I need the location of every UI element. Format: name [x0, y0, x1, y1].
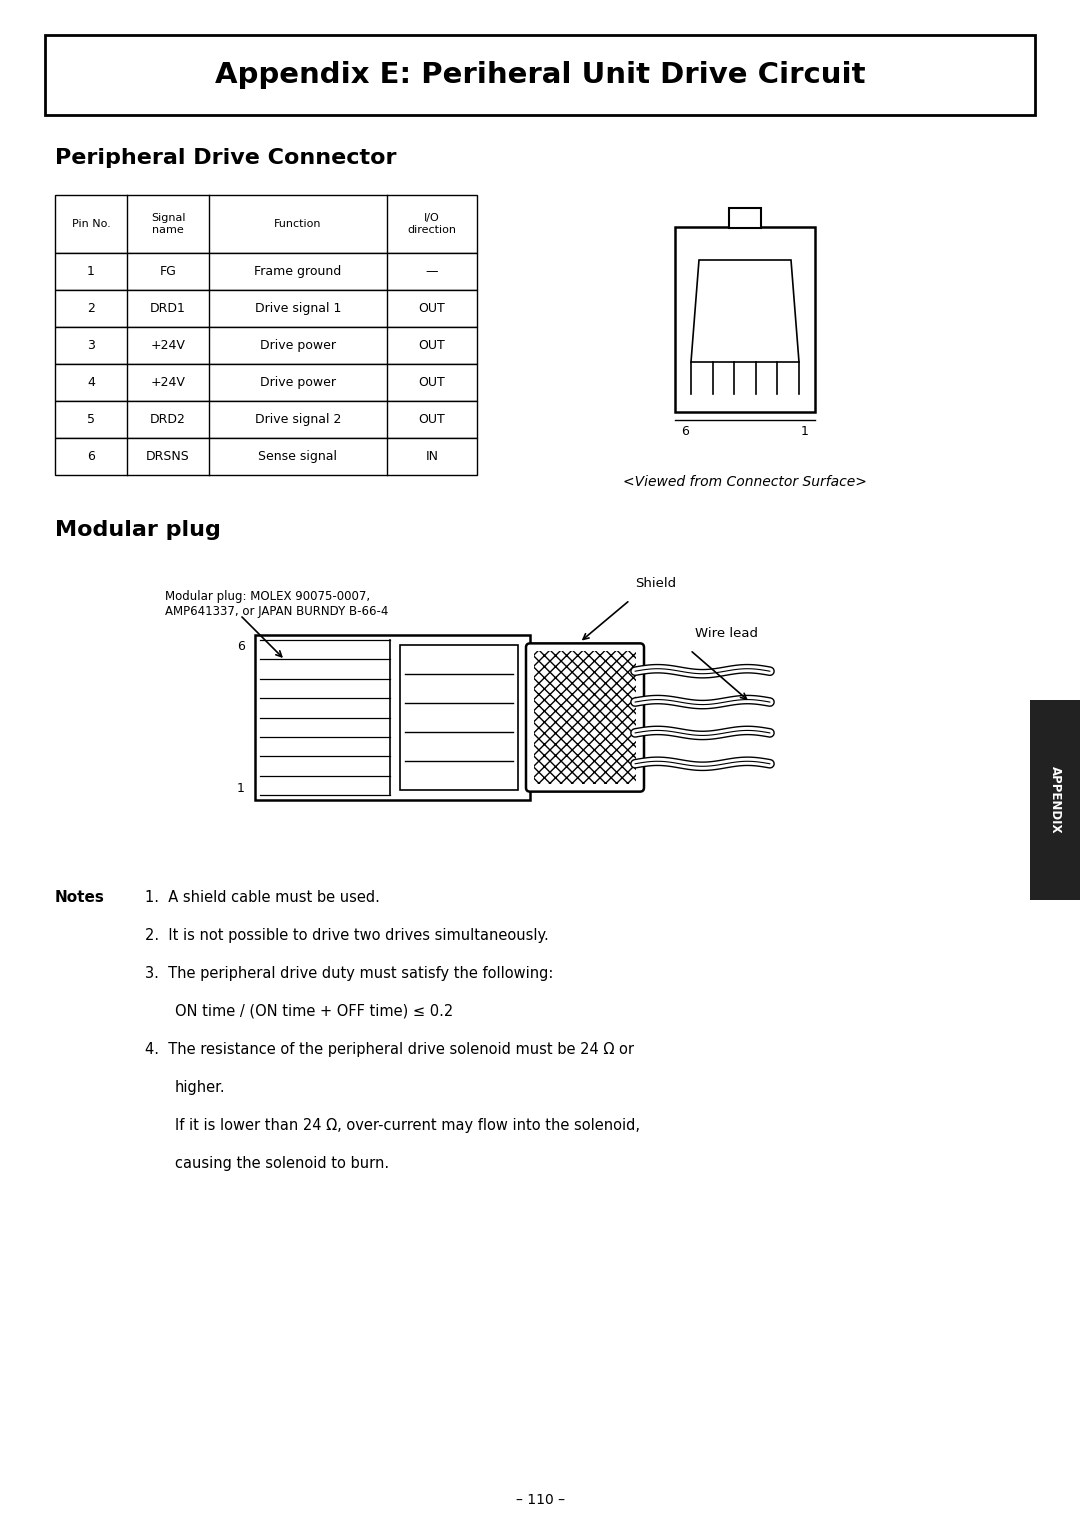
Text: I/O
direction: I/O direction [407, 213, 457, 235]
Text: <Viewed from Connector Surface>: <Viewed from Connector Surface> [623, 476, 867, 489]
Text: Notes: Notes [55, 890, 105, 905]
Text: OUT: OUT [419, 303, 445, 315]
Text: Shield: Shield [635, 576, 676, 590]
FancyBboxPatch shape [526, 644, 644, 792]
Text: 5: 5 [87, 413, 95, 427]
Text: Drive power: Drive power [260, 339, 336, 352]
Text: DRD1: DRD1 [150, 303, 186, 315]
Bar [55, 401, 477, 437]
Text: Signal
name: Signal name [151, 213, 186, 235]
Bar [55, 291, 477, 327]
Text: Sense signal: Sense signal [258, 450, 337, 463]
Text: Pin No.: Pin No. [71, 219, 110, 229]
Text: —: — [426, 265, 438, 278]
Text: DRD2: DRD2 [150, 413, 186, 427]
Text: OUT: OUT [419, 339, 445, 352]
Text: Drive signal 2: Drive signal 2 [255, 413, 341, 427]
Text: 6: 6 [238, 641, 245, 653]
Bar [1030, 700, 1080, 901]
Text: IN: IN [426, 450, 438, 463]
Text: FG: FG [160, 265, 176, 278]
Text: 2.  It is not possible to drive two drives simultaneously.: 2. It is not possible to drive two drive… [145, 928, 549, 943]
Text: OUT: OUT [419, 376, 445, 388]
Text: Modular plug: MOLEX 90075-0007,
AMP641337, or JAPAN BURNDY B-66-4: Modular plug: MOLEX 90075-0007, AMP64133… [165, 590, 389, 618]
Text: +24V: +24V [150, 339, 186, 352]
Text: 4.  The resistance of the peripheral drive solenoid must be 24 Ω or: 4. The resistance of the peripheral driv… [145, 1041, 634, 1057]
Text: Function: Function [274, 219, 322, 229]
Text: Peripheral Drive Connector: Peripheral Drive Connector [55, 148, 396, 168]
Text: DRSNS: DRSNS [146, 450, 190, 463]
Bar [55, 252, 477, 291]
Text: causing the solenoid to burn.: causing the solenoid to burn. [175, 1156, 389, 1171]
Bar [675, 226, 815, 411]
Bar [45, 35, 1035, 115]
Text: 1.  A shield cable must be used.: 1. A shield cable must be used. [145, 890, 380, 905]
Text: 3.  The peripheral drive duty must satisfy the following:: 3. The peripheral drive duty must satisf… [145, 966, 553, 982]
Text: 1: 1 [238, 781, 245, 795]
Text: Frame ground: Frame ground [255, 265, 341, 278]
Bar [55, 364, 477, 401]
Text: Drive power: Drive power [260, 376, 336, 388]
Bar [55, 196, 477, 252]
Text: OUT: OUT [419, 413, 445, 427]
Text: ON time / (ON time + OFF time) ≤ 0.2: ON time / (ON time + OFF time) ≤ 0.2 [175, 1005, 454, 1018]
Bar [729, 208, 761, 228]
Text: higher.: higher. [175, 1079, 226, 1095]
Bar [55, 327, 477, 364]
Text: +24V: +24V [150, 376, 186, 388]
Text: Modular plug: Modular plug [55, 520, 221, 540]
Text: 1: 1 [801, 425, 809, 437]
Polygon shape [691, 260, 799, 362]
Text: 6: 6 [681, 425, 689, 437]
Text: 3: 3 [87, 339, 95, 352]
Text: 1: 1 [87, 265, 95, 278]
Text: – 110 –: – 110 – [515, 1492, 565, 1508]
Text: Appendix E: Periheral Unit Drive Circuit: Appendix E: Periheral Unit Drive Circuit [215, 61, 865, 89]
Bar [400, 645, 518, 790]
Bar [255, 635, 530, 800]
Text: 6: 6 [87, 450, 95, 463]
Text: 4: 4 [87, 376, 95, 388]
Bar [534, 651, 636, 784]
Bar [55, 437, 477, 476]
Text: If it is lower than 24 Ω, over-current may flow into the solenoid,: If it is lower than 24 Ω, over-current m… [175, 1118, 640, 1133]
Text: APPENDIX: APPENDIX [1049, 766, 1062, 833]
Text: 2: 2 [87, 303, 95, 315]
Text: Wire lead: Wire lead [696, 627, 758, 641]
Text: Drive signal 1: Drive signal 1 [255, 303, 341, 315]
